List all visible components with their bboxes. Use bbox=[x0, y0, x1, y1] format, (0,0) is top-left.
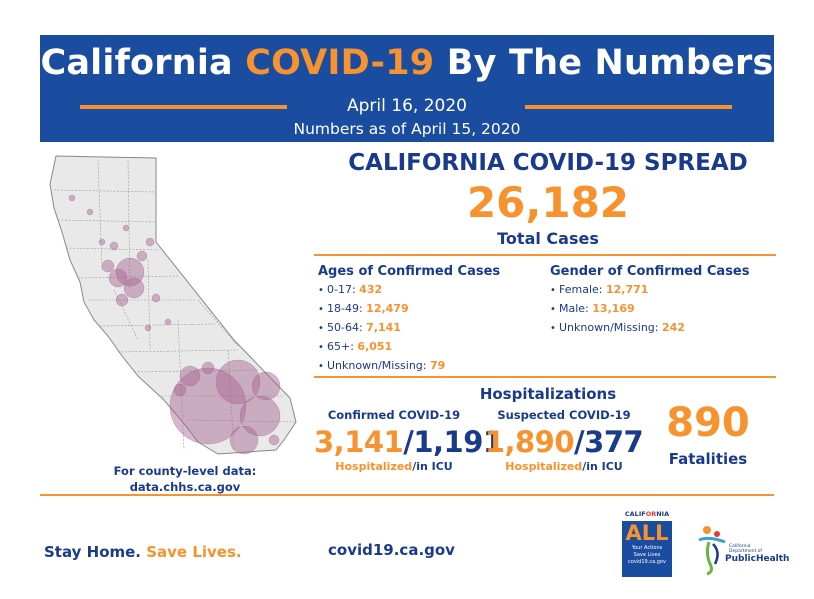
bubble bbox=[173, 383, 187, 397]
total-cases-number: 26,182 bbox=[466, 178, 630, 227]
bubble bbox=[229, 425, 259, 455]
bubble bbox=[268, 434, 280, 446]
header-banner: California COVID-19 By The Numbers April… bbox=[40, 35, 774, 142]
list-item: • 0-17: 432 bbox=[318, 283, 383, 296]
suspected-caption: Hospitalized/in ICU bbox=[505, 460, 623, 473]
bubble bbox=[145, 237, 155, 247]
total-cases-label: Total Cases bbox=[497, 229, 599, 248]
title-part: By The Numbers bbox=[434, 43, 774, 83]
fatalities-number: 890 bbox=[666, 400, 750, 446]
list-item: • Female: 12,771 bbox=[550, 283, 649, 296]
confirmed-numbers: 3,141/1,191 bbox=[314, 425, 503, 459]
california-map bbox=[49, 155, 297, 455]
divider-line bbox=[314, 254, 776, 256]
list-item: • 18-49: 12,479 bbox=[318, 302, 409, 315]
case-bubbles bbox=[68, 194, 281, 455]
bubble bbox=[108, 268, 128, 288]
bubble bbox=[123, 277, 145, 299]
california-all-logo: CALIFORNIA ALL Your Actions Save Lives c… bbox=[618, 510, 676, 578]
cdph-figure-icon bbox=[698, 526, 726, 576]
divider-line bbox=[525, 105, 732, 109]
bubble bbox=[122, 224, 130, 232]
hospitalizations-title: Hospitalizations bbox=[479, 385, 617, 403]
bubble bbox=[164, 318, 172, 326]
bubble bbox=[151, 293, 161, 303]
bubble bbox=[239, 395, 281, 437]
county-lines bbox=[53, 159, 297, 451]
date-row: April 16, 2020 bbox=[40, 93, 774, 119]
county-data-link[interactable]: data.chhs.ca.gov bbox=[129, 480, 241, 494]
suspected-label: Suspected COVID-19 bbox=[497, 408, 631, 422]
cdph-logo: California Department of PublicHealth bbox=[695, 520, 789, 576]
numbers-as-of: Numbers as of April 15, 2020 bbox=[293, 120, 521, 138]
list-item: • 65+: 6,051 bbox=[318, 340, 393, 353]
confirmed-hospitalizations: Confirmed COVID-19 3,141/1,191 Hospitali… bbox=[314, 408, 503, 473]
logo-all: ALL bbox=[625, 521, 669, 545]
report-date: April 16, 2020 bbox=[347, 96, 467, 116]
logo-tagline: Save Lives bbox=[633, 552, 661, 558]
bubble bbox=[86, 208, 94, 216]
logo-tagline: Your Actions bbox=[631, 545, 663, 551]
bubble bbox=[201, 361, 215, 375]
suspected-numbers: 1,890/377 bbox=[484, 425, 644, 459]
gender-list: • Female: 12,771 • Male: 13,169 • Unknown/M… bbox=[550, 280, 685, 337]
suspected-hospitalizations: Suspected COVID-19 1,890/377 Hospitalize… bbox=[484, 408, 644, 473]
divider-line bbox=[40, 494, 774, 496]
bubble bbox=[144, 324, 152, 332]
bubble bbox=[169, 367, 247, 445]
logo-tagline: covid19.ca.gov bbox=[628, 559, 666, 565]
confirmed-label: Confirmed COVID-19 bbox=[327, 408, 461, 422]
logo-box: ALL Your Actions Save Lives covid19.ca.g… bbox=[622, 521, 672, 577]
stay-home-slogan: Stay Home. Save Lives. bbox=[44, 543, 242, 561]
divider-line bbox=[80, 105, 287, 109]
county-note-text: For county-level data: bbox=[113, 464, 257, 478]
spread-title: CALIFORNIA COVID-19 SPREAD bbox=[348, 150, 748, 176]
cdph-subtitle: California Department of bbox=[729, 544, 762, 554]
title-accent: COVID-19 bbox=[245, 43, 435, 83]
website-link[interactable]: covid19.ca.gov bbox=[328, 541, 455, 559]
state-outline bbox=[49, 155, 297, 455]
bubble bbox=[68, 194, 76, 202]
gender-title: Gender of Confirmed Cases bbox=[550, 264, 750, 279]
list-item: • Male: 13,169 bbox=[550, 302, 635, 315]
list-item: • 50-64: 7,141 bbox=[318, 321, 401, 334]
bubble bbox=[101, 259, 115, 273]
list-item: • Unknown/Missing: 79 bbox=[318, 359, 446, 372]
bubble bbox=[136, 250, 148, 262]
bubble bbox=[251, 371, 281, 401]
bubble bbox=[179, 365, 201, 387]
fatalities-label: Fatalities bbox=[668, 450, 748, 468]
ages-title: Ages of Confirmed Cases bbox=[318, 264, 501, 279]
list-item: • Unknown/Missing: 242 bbox=[550, 321, 685, 334]
bubble bbox=[115, 293, 129, 307]
bubble bbox=[215, 359, 261, 405]
bubble bbox=[115, 257, 145, 287]
bubble bbox=[98, 238, 106, 246]
logo-wordmark: CALIFORNIA bbox=[624, 510, 670, 518]
title-part: California bbox=[40, 43, 246, 83]
divider-line bbox=[314, 376, 776, 378]
cdph-name: PublicHealth bbox=[725, 554, 790, 564]
bubble bbox=[109, 241, 119, 251]
page-title: California COVID-19 By The Numbers bbox=[40, 43, 774, 83]
ages-list: • 0-17: 432 • 18-49: 12,479 • 50-64: 7,141 … bbox=[318, 280, 445, 375]
county-data-note: For county-level data: data.chhs.ca.gov bbox=[106, 463, 264, 495]
confirmed-caption: Hospitalized/in ICU bbox=[335, 460, 453, 473]
